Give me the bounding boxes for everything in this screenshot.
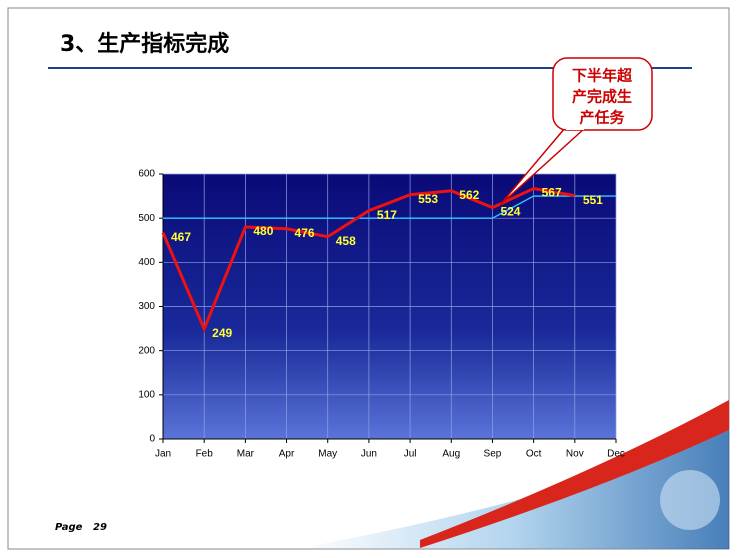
y-tick-label: 500 xyxy=(138,213,155,224)
x-tick-label: Feb xyxy=(196,449,214,460)
data-label: 480 xyxy=(253,224,273,238)
x-tick-label: Sep xyxy=(484,449,502,460)
data-label: 467 xyxy=(171,230,191,244)
x-tick-label: Dec xyxy=(607,449,625,460)
data-label: 517 xyxy=(377,208,397,222)
data-label: 567 xyxy=(542,186,562,200)
series-line xyxy=(163,195,616,219)
decor-red-band xyxy=(420,400,729,548)
data-label: 551 xyxy=(583,193,603,207)
y-tick-label: 600 xyxy=(138,169,155,180)
y-tick-label: 0 xyxy=(149,434,155,445)
callout-text: 产完成生 xyxy=(572,88,632,106)
page-label: Page xyxy=(55,522,83,533)
x-tick-label: Oct xyxy=(526,449,542,460)
x-tick-label: Nov xyxy=(566,449,584,460)
callout-text: 产任务 xyxy=(579,109,625,127)
y-tick-label: 100 xyxy=(138,389,155,400)
x-tick-label: May xyxy=(318,449,337,460)
x-tick-label: Jan xyxy=(155,449,171,460)
x-tick-label: Jul xyxy=(404,449,417,460)
y-tick-label: 300 xyxy=(138,301,155,312)
y-tick-label: 400 xyxy=(138,257,155,268)
data-label: 249 xyxy=(212,326,232,340)
y-tick-label: 200 xyxy=(138,345,155,356)
page-number: 29 xyxy=(93,522,107,533)
data-label: 553 xyxy=(418,192,438,206)
callout-box xyxy=(552,57,653,131)
data-label: 562 xyxy=(459,188,479,202)
data-label: 476 xyxy=(295,226,315,240)
x-tick-label: Apr xyxy=(279,449,295,460)
data-label: 524 xyxy=(500,205,520,219)
slide-title: 3、生产指标完成 xyxy=(60,31,229,57)
x-tick-label: Jun xyxy=(361,449,377,460)
callout-pointer xyxy=(499,127,586,206)
series-line xyxy=(161,187,576,333)
x-tick-label: Mar xyxy=(237,449,255,460)
decor-circle xyxy=(660,470,720,530)
data-label: 458 xyxy=(336,234,356,248)
x-tick-label: Aug xyxy=(442,449,460,460)
decor-swoosh xyxy=(300,430,729,549)
callout-text: 下半年超 xyxy=(572,67,633,85)
